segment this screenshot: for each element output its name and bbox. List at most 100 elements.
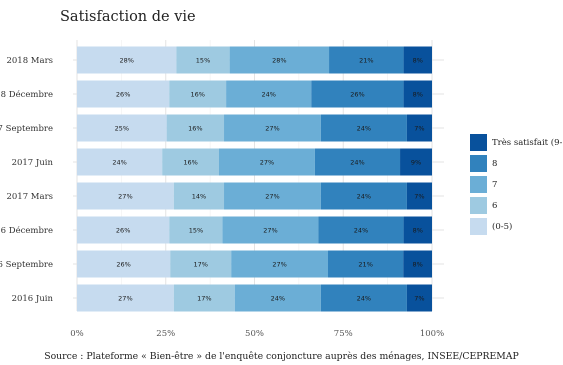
data-label: 27% xyxy=(272,261,286,269)
bar-segment xyxy=(328,250,404,278)
data-label: 27% xyxy=(118,295,132,303)
data-label: 26% xyxy=(116,261,130,269)
bar-segment xyxy=(173,284,235,312)
legend-item: 8 xyxy=(470,153,563,174)
bar-segment xyxy=(231,250,329,278)
bar-segment xyxy=(169,216,223,244)
bar-segment xyxy=(170,250,232,278)
category-label: 2017 Mars xyxy=(6,192,53,202)
bar-segment xyxy=(406,182,432,210)
bar-segment xyxy=(320,284,407,312)
data-label: 17% xyxy=(193,261,207,269)
category-label: 2016 Juin xyxy=(12,294,54,304)
bar-segment xyxy=(77,148,163,176)
bar-segment xyxy=(222,216,319,244)
legend-swatch xyxy=(470,176,487,193)
bar-segment xyxy=(403,216,432,244)
bar-segment xyxy=(329,46,404,74)
data-label: 8% xyxy=(413,227,423,235)
x-tick-label: 25% xyxy=(156,329,175,339)
data-label: 8% xyxy=(413,91,423,99)
data-label: 24% xyxy=(350,159,364,167)
bar-segment xyxy=(77,284,174,312)
data-label: 27% xyxy=(263,227,277,235)
legend-item: 7 xyxy=(470,174,563,195)
data-label: 7% xyxy=(414,125,424,133)
data-label: 27% xyxy=(118,193,132,201)
data-label: 26% xyxy=(116,227,130,235)
bar-segment xyxy=(406,284,432,312)
data-label: 21% xyxy=(359,57,373,65)
data-label: 17% xyxy=(197,295,211,303)
data-label: 16% xyxy=(188,125,202,133)
category-label: 2018 Décembre xyxy=(0,89,53,100)
bar-segment xyxy=(77,216,170,244)
source-caption: Source : Plateforme « Bien-être » de l'e… xyxy=(44,351,519,362)
bar-segment xyxy=(224,182,321,210)
x-tick-label: 75% xyxy=(334,329,353,339)
data-label: 26% xyxy=(350,91,364,99)
category-label: 2018 Mars xyxy=(6,56,53,66)
bar-segment xyxy=(320,182,407,210)
data-label: 28% xyxy=(272,57,286,65)
bar-segment xyxy=(219,148,315,176)
bar-segment xyxy=(224,114,321,142)
category-labels: 2018 Mars 2018 Décembre 2017 Septembre 2017… xyxy=(0,56,54,304)
bar-segment xyxy=(229,46,330,74)
legend-label: Très satisfait (9-10) xyxy=(492,137,563,148)
x-tick-label: 50% xyxy=(245,329,264,339)
bar-segment xyxy=(77,114,167,142)
data-label: 8% xyxy=(413,57,423,65)
bar-segment xyxy=(403,80,432,108)
bar-segment xyxy=(176,46,230,74)
bar-segment xyxy=(320,114,407,142)
legend-item: (0-5) xyxy=(470,216,563,237)
legend: Très satisfait (9-10) 8 7 6 (0-5) xyxy=(470,132,563,237)
legend-label: 7 xyxy=(492,179,498,190)
legend-swatch xyxy=(470,218,487,235)
x-tick-label: 0% xyxy=(70,329,84,339)
bar-segment xyxy=(406,114,432,142)
data-label: 24% xyxy=(357,193,371,201)
data-label: 21% xyxy=(358,261,372,269)
data-label: 15% xyxy=(189,227,203,235)
data-label: 7% xyxy=(414,295,424,303)
data-label: 25% xyxy=(115,125,129,133)
bar-segment xyxy=(314,148,401,176)
legend-label: (0-5) xyxy=(492,221,513,232)
bar-segment xyxy=(77,182,174,210)
legend-label: 8 xyxy=(492,158,498,169)
bar-segment xyxy=(77,80,170,108)
data-label: 24% xyxy=(112,159,126,167)
data-label: 27% xyxy=(260,159,274,167)
x-tick-label: 100% xyxy=(420,329,444,339)
bar-segment xyxy=(400,148,432,176)
legend-swatch xyxy=(470,134,487,151)
bar-segment xyxy=(77,46,177,74)
bar-segment xyxy=(403,250,432,278)
data-label: 24% xyxy=(357,125,371,133)
bar-segment xyxy=(234,284,321,312)
category-label: 2017 Septembre xyxy=(0,124,53,134)
category-label: 2016 Septembre xyxy=(0,260,53,270)
data-label: 28% xyxy=(119,57,133,65)
bar-segment xyxy=(166,114,225,142)
bar-segment xyxy=(403,46,432,74)
bars xyxy=(77,46,432,312)
data-label: 8% xyxy=(413,261,423,269)
legend-item: Très satisfait (9-10) xyxy=(470,132,563,153)
bar-segment xyxy=(169,80,227,108)
data-label: 16% xyxy=(190,91,204,99)
data-labels: 28% 15% 28% 21% 8% 26% 16% 24% 26% 8% 25% 16% 27% 24%… xyxy=(112,57,424,303)
data-label: 9% xyxy=(411,159,421,167)
data-label: 14% xyxy=(192,193,206,201)
data-label: 27% xyxy=(265,193,279,201)
data-label: 24% xyxy=(354,227,368,235)
data-label: 27% xyxy=(265,125,279,133)
chart-title: Satisfaction de vie xyxy=(60,9,196,25)
category-label: 2017 Juin xyxy=(12,158,54,168)
data-label: 26% xyxy=(116,91,130,99)
x-tick-labels: 0% 25% 50% 75% 100% xyxy=(70,329,444,339)
bar-segment xyxy=(318,216,404,244)
